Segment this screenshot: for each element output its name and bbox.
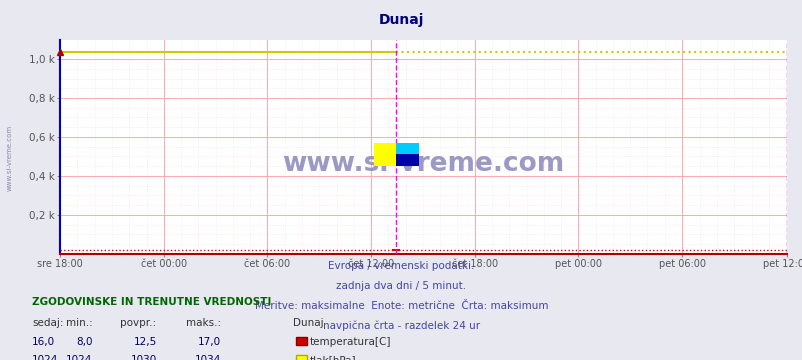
Text: temperatura[C]: temperatura[C] (310, 337, 391, 347)
Text: sedaj:: sedaj: (32, 318, 63, 328)
Text: maks.:: maks.: (185, 318, 221, 328)
Text: 1030: 1030 (130, 355, 156, 360)
Bar (396, 154, 419, 166)
Text: 8,0: 8,0 (75, 337, 92, 347)
Text: Dunaj: Dunaj (379, 13, 423, 27)
Text: www.si-vreme.com: www.si-vreme.com (6, 125, 13, 192)
Text: ZGODOVINSKE IN TRENUTNE VREDNOSTI: ZGODOVINSKE IN TRENUTNE VREDNOSTI (32, 297, 271, 307)
Text: www.si-vreme.com: www.si-vreme.com (282, 151, 564, 177)
Text: Evropa / vremenski podatki.: Evropa / vremenski podatki. (328, 261, 474, 271)
Bar (373, 143, 396, 166)
Text: 17,0: 17,0 (197, 337, 221, 347)
Text: povpr.:: povpr.: (120, 318, 156, 328)
Text: navpična črta - razdelek 24 ur: navpična črta - razdelek 24 ur (322, 320, 480, 331)
Text: zadnja dva dni / 5 minut.: zadnja dva dni / 5 minut. (336, 281, 466, 291)
Text: Dunaj: Dunaj (293, 318, 323, 328)
Text: 1034: 1034 (194, 355, 221, 360)
Text: 1024: 1024 (32, 355, 59, 360)
Text: 12,5: 12,5 (133, 337, 156, 347)
Text: min.:: min.: (66, 318, 92, 328)
Text: 1024: 1024 (66, 355, 92, 360)
Text: Meritve: maksimalne  Enote: metrične  Črta: maksimum: Meritve: maksimalne Enote: metrične Črta… (254, 301, 548, 311)
Text: 16,0: 16,0 (32, 337, 55, 347)
Text: tlak[hPa]: tlak[hPa] (310, 355, 356, 360)
Bar (396, 143, 419, 154)
